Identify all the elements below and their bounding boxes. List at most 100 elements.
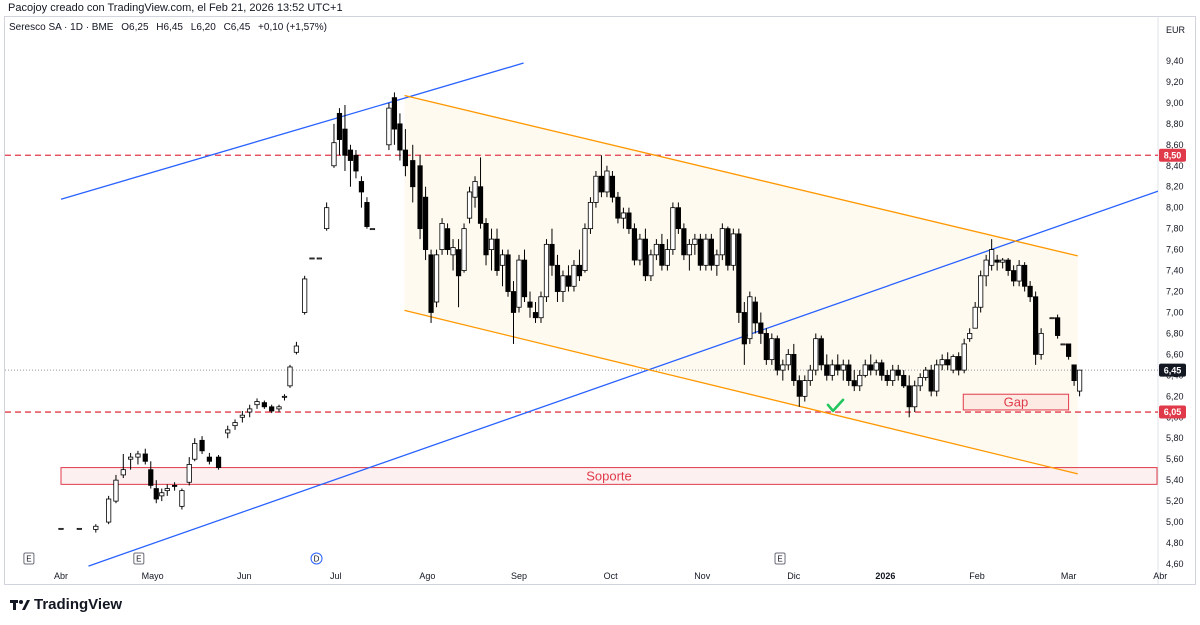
candle[interactable] [192, 438, 198, 462]
candle[interactable] [934, 359, 940, 397]
candle[interactable] [364, 197, 370, 229]
candle[interactable] [505, 249, 511, 297]
candle[interactable] [232, 419, 238, 430]
candle[interactable] [358, 176, 365, 208]
candle[interactable] [1016, 260, 1022, 287]
candle[interactable] [890, 364, 896, 386]
candle[interactable] [950, 354, 956, 374]
candle[interactable] [873, 359, 879, 376]
candle[interactable] [369, 228, 376, 231]
candle[interactable] [1060, 343, 1066, 346]
candle[interactable] [510, 281, 517, 344]
candle[interactable] [1071, 364, 1077, 386]
candle[interactable] [620, 207, 627, 229]
candle[interactable] [58, 527, 64, 530]
candle[interactable] [254, 398, 260, 409]
candle[interactable] [164, 484, 170, 496]
candle[interactable] [422, 186, 429, 261]
candle[interactable] [287, 364, 293, 388]
candle[interactable] [106, 495, 112, 525]
candle[interactable] [642, 228, 649, 282]
candle[interactable] [455, 239, 462, 308]
candle[interactable] [692, 233, 698, 255]
candle[interactable] [554, 254, 561, 302]
earnings-marker[interactable]: E [774, 552, 786, 565]
candle[interactable] [410, 144, 416, 203]
candle[interactable] [433, 249, 440, 308]
candle[interactable] [206, 452, 212, 465]
candle[interactable] [912, 380, 918, 413]
candle[interactable] [961, 338, 967, 374]
candle[interactable] [758, 312, 764, 344]
candle[interactable] [807, 364, 813, 386]
candle[interactable] [659, 233, 665, 271]
candle[interactable] [1038, 328, 1044, 360]
candle[interactable] [215, 455, 222, 470]
candle[interactable] [397, 113, 403, 161]
candle[interactable] [576, 249, 583, 282]
candle[interactable] [774, 335, 780, 376]
candle[interactable] [593, 171, 599, 208]
trendline-orange-lower[interactable] [404, 309, 1078, 475]
candle[interactable] [829, 359, 835, 381]
candle[interactable] [1011, 265, 1017, 287]
candle[interactable] [402, 129, 409, 177]
candle[interactable] [199, 436, 205, 454]
candle[interactable] [159, 488, 165, 502]
candle[interactable] [142, 448, 148, 465]
candle[interactable] [994, 254, 1000, 271]
candle[interactable] [261, 400, 267, 409]
candle[interactable] [840, 359, 846, 381]
earnings-marker[interactable]: E [23, 552, 35, 565]
candle[interactable] [879, 359, 885, 381]
candle[interactable] [461, 223, 467, 273]
earnings-marker[interactable]: E [133, 552, 145, 565]
candle[interactable] [653, 239, 660, 261]
candle[interactable] [225, 425, 231, 439]
candle[interactable] [582, 223, 588, 273]
trendline-orange-upper[interactable] [404, 94, 1078, 257]
candle[interactable] [1022, 262, 1028, 292]
candle[interactable] [587, 197, 594, 234]
candle[interactable] [648, 249, 654, 282]
candle[interactable] [664, 239, 670, 271]
candle[interactable] [342, 104, 348, 171]
candle[interactable] [477, 157, 484, 229]
trendline-blue-upper[interactable] [60, 62, 524, 200]
candle[interactable] [499, 249, 506, 287]
candle[interactable] [730, 228, 736, 271]
candle[interactable] [686, 239, 692, 271]
candle[interactable] [331, 123, 337, 168]
candle[interactable] [417, 155, 423, 240]
candle[interactable] [543, 239, 550, 302]
trendline-blue-lower[interactable] [88, 113, 1200, 567]
candle[interactable] [128, 452, 134, 470]
candle[interactable] [983, 254, 989, 287]
candle[interactable] [1055, 314, 1061, 339]
candle[interactable] [769, 333, 775, 365]
candle[interactable] [336, 108, 343, 156]
candle[interactable] [239, 410, 245, 423]
candle[interactable] [276, 404, 282, 413]
candle[interactable] [901, 370, 907, 388]
candle[interactable] [444, 223, 451, 255]
candle[interactable] [967, 328, 973, 342]
candle[interactable] [353, 150, 359, 179]
candle[interactable] [956, 352, 962, 376]
candle[interactable] [626, 207, 632, 234]
candle[interactable] [488, 228, 495, 271]
candle[interactable] [868, 354, 874, 376]
candle[interactable] [516, 254, 522, 313]
candle[interactable] [752, 296, 758, 334]
candle[interactable] [247, 404, 253, 418]
candle[interactable] [281, 394, 288, 401]
candle[interactable] [923, 366, 929, 381]
candle[interactable] [945, 352, 951, 371]
candle[interactable] [895, 364, 901, 381]
candle[interactable] [631, 223, 638, 266]
candle[interactable] [450, 239, 456, 271]
candle[interactable] [549, 228, 555, 276]
dividend-marker[interactable]: D [310, 552, 323, 565]
candle[interactable] [862, 359, 868, 378]
